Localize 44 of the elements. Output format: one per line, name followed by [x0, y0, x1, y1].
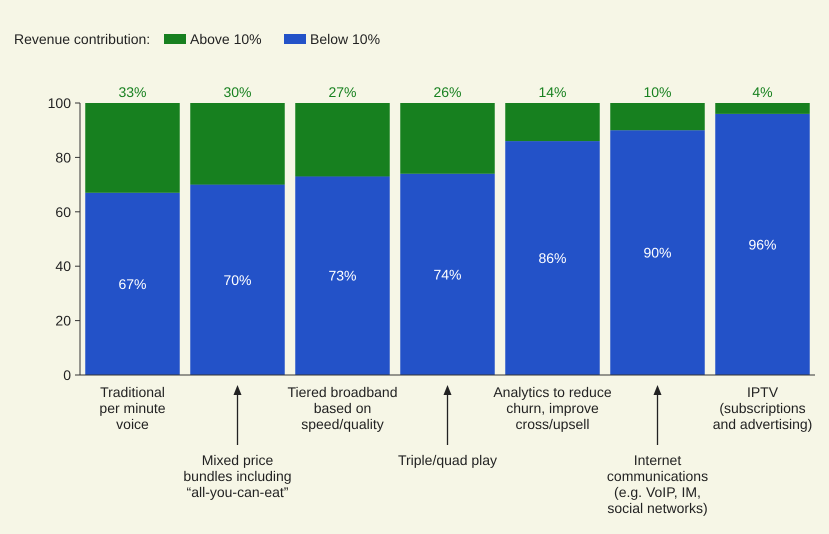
data-label: 96% — [748, 236, 777, 252]
bar — [190, 103, 285, 185]
x-tick-label: Analytics to reduce churn, improve cross/upsell — [493, 384, 612, 432]
bar — [85, 103, 180, 193]
x-tick-label: Internet communications (e.g. VoIP, IM, social networks) — [606, 452, 708, 516]
x-tick-label: Traditional per minute voice — [99, 384, 166, 432]
x-tick-label: Tiered broadband based on speed/quality — [287, 384, 398, 432]
y-tick-label: 20 — [55, 312, 72, 329]
data-label: 90% — [643, 244, 672, 261]
data-label: 70% — [223, 272, 252, 288]
data-label: 14% — [538, 84, 567, 100]
data-label: 86% — [538, 250, 567, 266]
bar — [505, 141, 600, 375]
bar — [715, 103, 810, 114]
legend-title: Revenue contribution: — [14, 31, 150, 47]
legend-label: Above 10% — [190, 31, 262, 47]
bar — [295, 176, 390, 375]
bar — [610, 130, 705, 375]
x-tick-label: Triple/quad play — [398, 452, 498, 468]
data-label: 74% — [433, 266, 462, 282]
legend-label: Below 10% — [310, 31, 380, 47]
data-label: 27% — [328, 84, 357, 100]
y-tick-label: 100 — [48, 95, 72, 111]
data-label: 4% — [752, 84, 773, 100]
data-label: 10% — [643, 84, 672, 100]
bar — [505, 103, 600, 142]
y-tick-label: 80 — [55, 149, 72, 166]
bar — [295, 103, 390, 176]
bar — [400, 103, 495, 174]
bar — [610, 103, 705, 130]
data-label: 26% — [433, 84, 462, 100]
data-label: 30% — [223, 84, 252, 100]
bar — [190, 184, 285, 375]
bar — [85, 192, 180, 375]
y-tick-label: 60 — [55, 204, 72, 220]
data-label: 33% — [118, 84, 147, 100]
y-tick-label: 40 — [55, 258, 72, 274]
bar — [715, 114, 810, 375]
x-tick-label: IPTV (subscriptions and advertising) — [712, 384, 812, 432]
data-label: 73% — [328, 268, 357, 284]
y-tick-label: 0 — [63, 367, 72, 383]
bar — [400, 174, 495, 375]
data-label: 67% — [118, 276, 147, 292]
x-tick-label: Mixed price bundles including “all-you-can-eat” — [183, 452, 292, 500]
